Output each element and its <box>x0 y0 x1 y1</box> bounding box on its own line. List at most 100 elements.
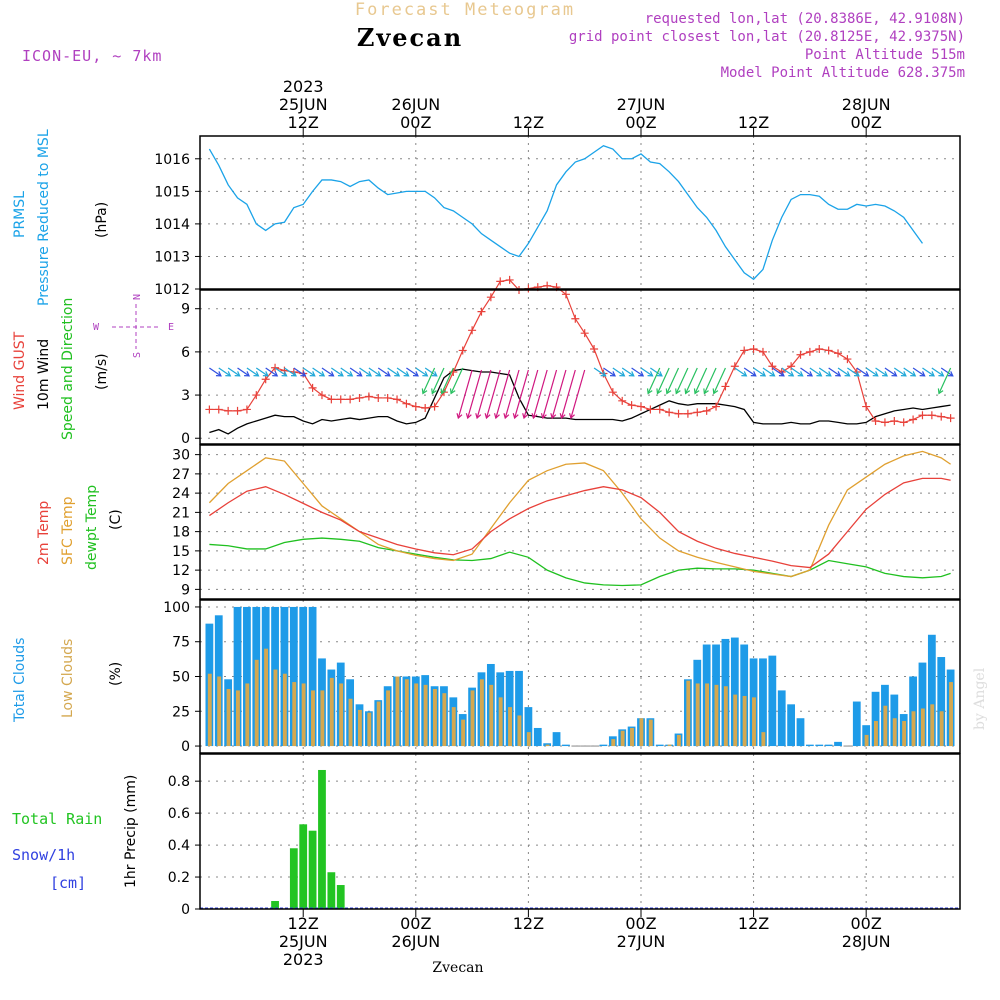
wind-arrow-head <box>403 371 410 377</box>
wind-arrow-head <box>816 371 823 377</box>
wind-arrow <box>666 367 680 394</box>
wind-arrow <box>302 367 316 377</box>
top-time-year: 2023 <box>283 77 324 96</box>
low-cloud-bar <box>273 669 278 747</box>
low-cloud-bar <box>235 690 240 747</box>
rain-bar <box>289 848 298 909</box>
wind-arrow-head <box>750 371 757 377</box>
wind-arrow-head <box>493 413 500 420</box>
wind-arrow <box>603 367 616 377</box>
wind-arrow <box>255 367 269 377</box>
low-cloud-bar <box>376 701 381 747</box>
wind-gust-marker <box>346 395 355 404</box>
wind-arrow <box>431 367 445 394</box>
wind-gust-marker <box>636 402 645 411</box>
wind-arrow <box>218 367 231 377</box>
wind-arrow-head <box>825 371 832 377</box>
pressure-line <box>208 145 923 281</box>
wind-gust-marker <box>280 366 289 375</box>
low-cloud-bar <box>357 709 362 747</box>
panel-frame <box>199 444 961 600</box>
wind-arrow <box>246 367 259 377</box>
cloud-label-total: Total Clouds <box>12 638 28 723</box>
low-cloud-bar <box>423 684 428 747</box>
y-tick-label: 27 <box>172 467 190 483</box>
total-cloud-bar <box>730 637 739 747</box>
total-cloud-bar <box>524 707 533 747</box>
wind-arrow <box>504 369 520 419</box>
low-cloud-bar <box>939 711 944 747</box>
wind-arrow-head <box>253 371 260 377</box>
wind-gust-marker <box>486 293 495 302</box>
wind-arrow-head <box>550 413 557 420</box>
wind-gust-marker <box>805 347 814 356</box>
wind-arrow <box>772 367 785 377</box>
wind-arrow-head <box>422 371 429 377</box>
wind-arrow-head <box>872 371 879 377</box>
wind-arrow-head <box>484 413 491 420</box>
bottom-time-hour: 12Z <box>513 914 544 933</box>
point-altitude: Point Altitude 515m <box>805 47 965 63</box>
wind-gust-marker <box>927 411 936 420</box>
wind-arrow <box>818 367 832 377</box>
wind-arrow-head <box>712 388 719 395</box>
low-cloud-bar <box>686 680 691 747</box>
wind-gust-marker <box>430 402 439 411</box>
wind-arrow <box>406 367 419 377</box>
wind-arrow-head <box>412 371 419 377</box>
low-cloud-bar <box>311 690 315 747</box>
low-cloud-bar <box>630 727 634 747</box>
wind-gust-marker <box>702 406 711 415</box>
y-tick-label: 1012 <box>154 282 190 298</box>
wind-gust-marker <box>308 383 317 392</box>
total-cloud-bar <box>768 655 777 747</box>
wind-arrow <box>713 367 726 394</box>
total-cloud-bar <box>815 744 824 747</box>
wind-arrow <box>762 367 775 377</box>
wind-gust-marker <box>730 362 739 371</box>
wind-arrow-head <box>569 413 575 420</box>
top-time-hour: 12Z <box>513 113 544 132</box>
wind-gust-marker <box>374 393 383 402</box>
wind-gust-marker <box>627 401 636 410</box>
wind-arrow <box>570 369 586 419</box>
bottom-time-hour: 12Z <box>288 914 319 933</box>
wind-gust-marker <box>205 405 214 414</box>
bottom-time-hour: 00Z <box>400 914 431 933</box>
wind-arrow <box>227 367 241 377</box>
rain-bar <box>336 885 345 909</box>
low-cloud-bar <box>479 679 484 747</box>
wind-arrow <box>940 367 954 377</box>
low-cloud-bar <box>705 683 710 747</box>
wind-arrow <box>912 367 925 377</box>
wind-gust-marker <box>327 395 336 404</box>
wind-arrow-head <box>356 371 363 377</box>
wind-arrow <box>514 369 529 419</box>
wind-arrow-head <box>475 413 482 420</box>
wind-arrow <box>734 367 747 377</box>
y-tick-label: 0.8 <box>168 774 190 790</box>
wind-arrow-head <box>646 388 653 395</box>
total-cloud-bar <box>796 718 805 747</box>
top-time-hour: 12Z <box>288 113 319 132</box>
wind-gust-marker <box>317 391 326 400</box>
wind-gust-marker <box>683 409 692 418</box>
page-title: Zvecan <box>357 23 463 52</box>
y-tick-label: 30 <box>172 448 190 464</box>
wind-label-10m: 10m Wind <box>36 339 52 410</box>
wind-gust-marker <box>505 275 514 284</box>
y-tick-label: 25 <box>172 704 190 720</box>
wind-gust-marker <box>674 409 683 418</box>
wind-arrow-head <box>882 371 889 377</box>
low-cloud-bar <box>526 732 531 747</box>
top-time-date: 27JUN <box>617 95 666 114</box>
wind-arrow <box>293 367 306 377</box>
y-tick-label: 0 <box>181 431 190 447</box>
rain-bar <box>271 901 279 909</box>
wind-arrow <box>847 367 860 377</box>
wind-arrow-head <box>234 371 241 377</box>
low-cloud-bar <box>282 673 287 747</box>
compass-rose: N S W E <box>93 294 174 358</box>
y-tick-label: 100 <box>163 600 190 616</box>
wind-gust-marker <box>937 412 946 421</box>
